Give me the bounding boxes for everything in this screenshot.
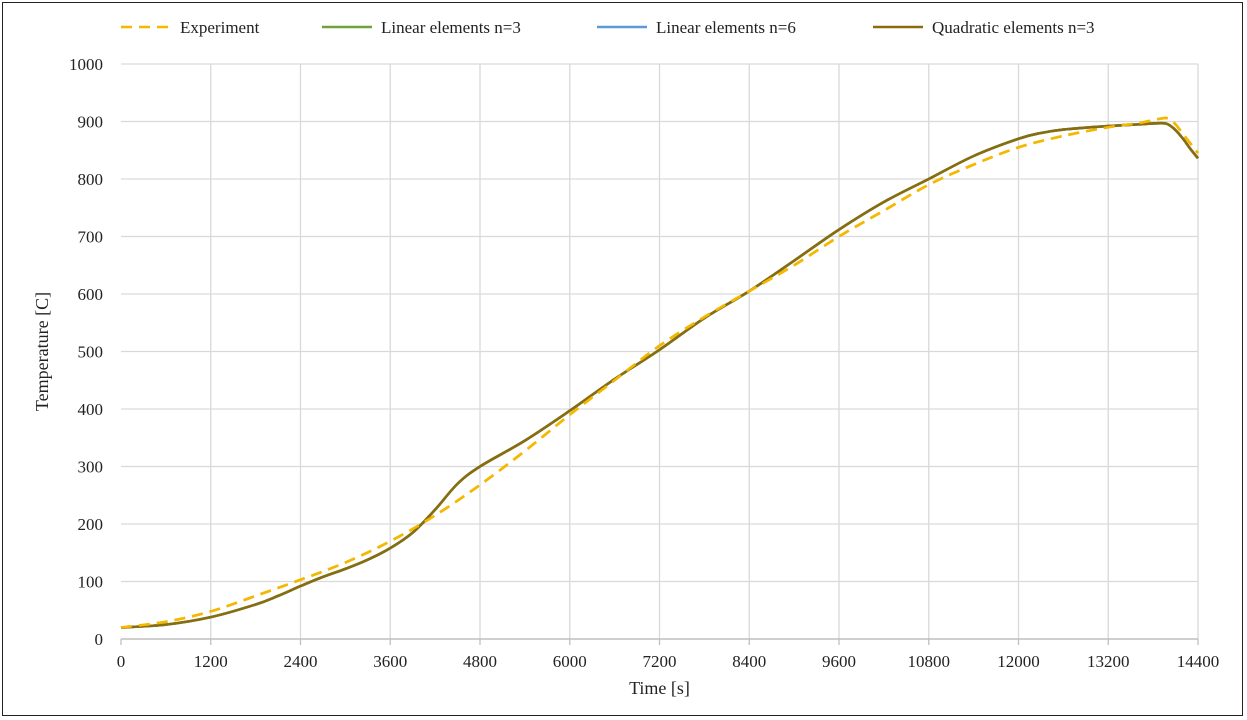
y-tick-label: 900 [78, 113, 104, 132]
x-tick-label: 7200 [643, 652, 677, 671]
x-tick-label: 10800 [908, 652, 951, 671]
x-axis-title: Time [s] [629, 678, 690, 698]
legend: Experiment Linear elements n=3 Linear elem… [121, 18, 1095, 37]
x-tick-label: 12000 [997, 652, 1040, 671]
y-tick-label: 800 [78, 170, 104, 189]
y-tick-label: 700 [78, 228, 104, 247]
legend-label: Linear elements n=3 [381, 18, 521, 37]
x-tick-label: 8400 [732, 652, 766, 671]
x-tick-label: 2400 [284, 652, 318, 671]
x-tick-label: 0 [117, 652, 126, 671]
x-tick-label: 1200 [194, 652, 228, 671]
gridlines [121, 63, 1199, 639]
y-axis-title: Temperature [C] [32, 292, 52, 411]
y-tick-label: 500 [78, 343, 104, 362]
x-tick-label: 14400 [1177, 652, 1220, 671]
y-tick-label: 400 [78, 400, 104, 419]
x-tick-label: 3600 [373, 652, 407, 671]
x-tick-label: 13200 [1087, 652, 1130, 671]
y-tick-label: 0 [95, 630, 104, 649]
axes: 0 1200 2400 3600 4800 6000 7200 8400 9600 10800 12… [69, 55, 1219, 671]
x-tick-label: 6000 [553, 652, 587, 671]
x-tick-label: 4800 [463, 652, 497, 671]
x-tick-label: 9600 [822, 652, 856, 671]
series-line-0-overlay [120, 116, 1200, 629]
legend-label: Experiment [180, 18, 260, 37]
legend-label: Quadratic elements n=3 [932, 18, 1095, 37]
legend-label: Linear elements n=6 [656, 18, 796, 37]
series-lines [120, 116, 1200, 629]
y-tick-label: 600 [78, 285, 104, 304]
y-tick-label: 300 [78, 458, 104, 477]
series-line-3 [120, 121, 1200, 629]
y-tick-label: 1000 [69, 55, 103, 74]
y-tick-label: 100 [78, 573, 104, 592]
y-tick-label: 200 [78, 515, 104, 534]
